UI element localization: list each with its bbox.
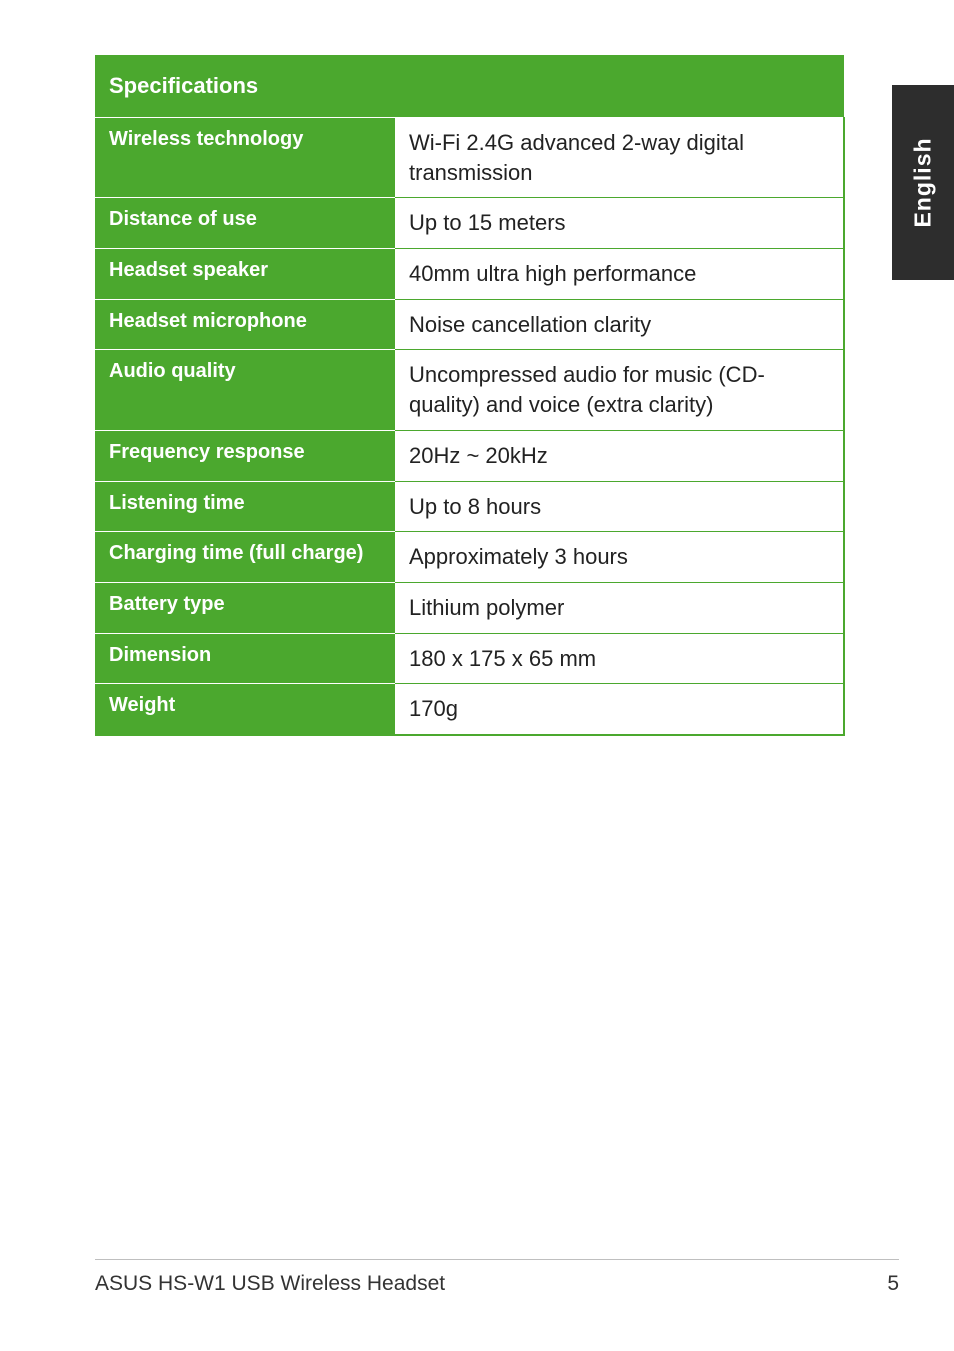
- spec-value: 170g: [395, 684, 844, 735]
- language-label: English: [910, 137, 937, 227]
- spec-value: Lithium polymer: [395, 582, 844, 633]
- table-row: Headset microphoneNoise cancellation cla…: [95, 299, 844, 350]
- spec-label: Distance of use: [95, 198, 395, 249]
- spec-label: Weight: [95, 684, 395, 735]
- spec-label: Battery type: [95, 582, 395, 633]
- manual-page: Specifications Wireless technologyWi-Fi …: [0, 0, 954, 1351]
- table-row: Battery typeLithium polymer: [95, 582, 844, 633]
- spec-value: 20Hz ~ 20kHz: [395, 430, 844, 481]
- table-row: Wireless technologyWi-Fi 2.4G advanced 2…: [95, 118, 844, 198]
- language-tab: English: [892, 85, 954, 280]
- table-header: Specifications: [95, 55, 844, 118]
- table-row: Weight170g: [95, 684, 844, 735]
- footer-page-number: 5: [887, 1272, 899, 1296]
- specifications-table: Specifications Wireless technologyWi-Fi …: [95, 55, 845, 736]
- spec-label: Wireless technology: [95, 118, 395, 198]
- table-row: Audio qualityUncompressed audio for musi…: [95, 350, 844, 430]
- spec-value: Noise cancellation clarity: [395, 299, 844, 350]
- spec-label: Headset speaker: [95, 249, 395, 300]
- table-row: Charging time (full charge)Approximately…: [95, 532, 844, 583]
- spec-value: Approximately 3 hours: [395, 532, 844, 583]
- footer-title: ASUS HS-W1 USB Wireless Headset: [95, 1272, 445, 1296]
- spec-value: 180 x 175 x 65 mm: [395, 633, 844, 684]
- spec-value: Wi-Fi 2.4G advanced 2-way digital transm…: [395, 118, 844, 198]
- table-row: Frequency response20Hz ~ 20kHz: [95, 430, 844, 481]
- spec-label: Audio quality: [95, 350, 395, 430]
- spec-label: Dimension: [95, 633, 395, 684]
- table-body: Wireless technologyWi-Fi 2.4G advanced 2…: [95, 118, 844, 735]
- spec-value: Up to 8 hours: [395, 481, 844, 532]
- table-row: Distance of useUp to 15 meters: [95, 198, 844, 249]
- spec-label: Listening time: [95, 481, 395, 532]
- spec-label: Frequency response: [95, 430, 395, 481]
- table-row: Headset speaker40mm ultra high performan…: [95, 249, 844, 300]
- page-footer: ASUS HS-W1 USB Wireless Headset 5: [95, 1259, 899, 1296]
- spec-label: Headset microphone: [95, 299, 395, 350]
- table-row: Listening timeUp to 8 hours: [95, 481, 844, 532]
- spec-label: Charging time (full charge): [95, 532, 395, 583]
- table-row: Dimension180 x 175 x 65 mm: [95, 633, 844, 684]
- spec-value: Up to 15 meters: [395, 198, 844, 249]
- spec-value: 40mm ultra high performance: [395, 249, 844, 300]
- spec-value: Uncompressed audio for music (CD-quality…: [395, 350, 844, 430]
